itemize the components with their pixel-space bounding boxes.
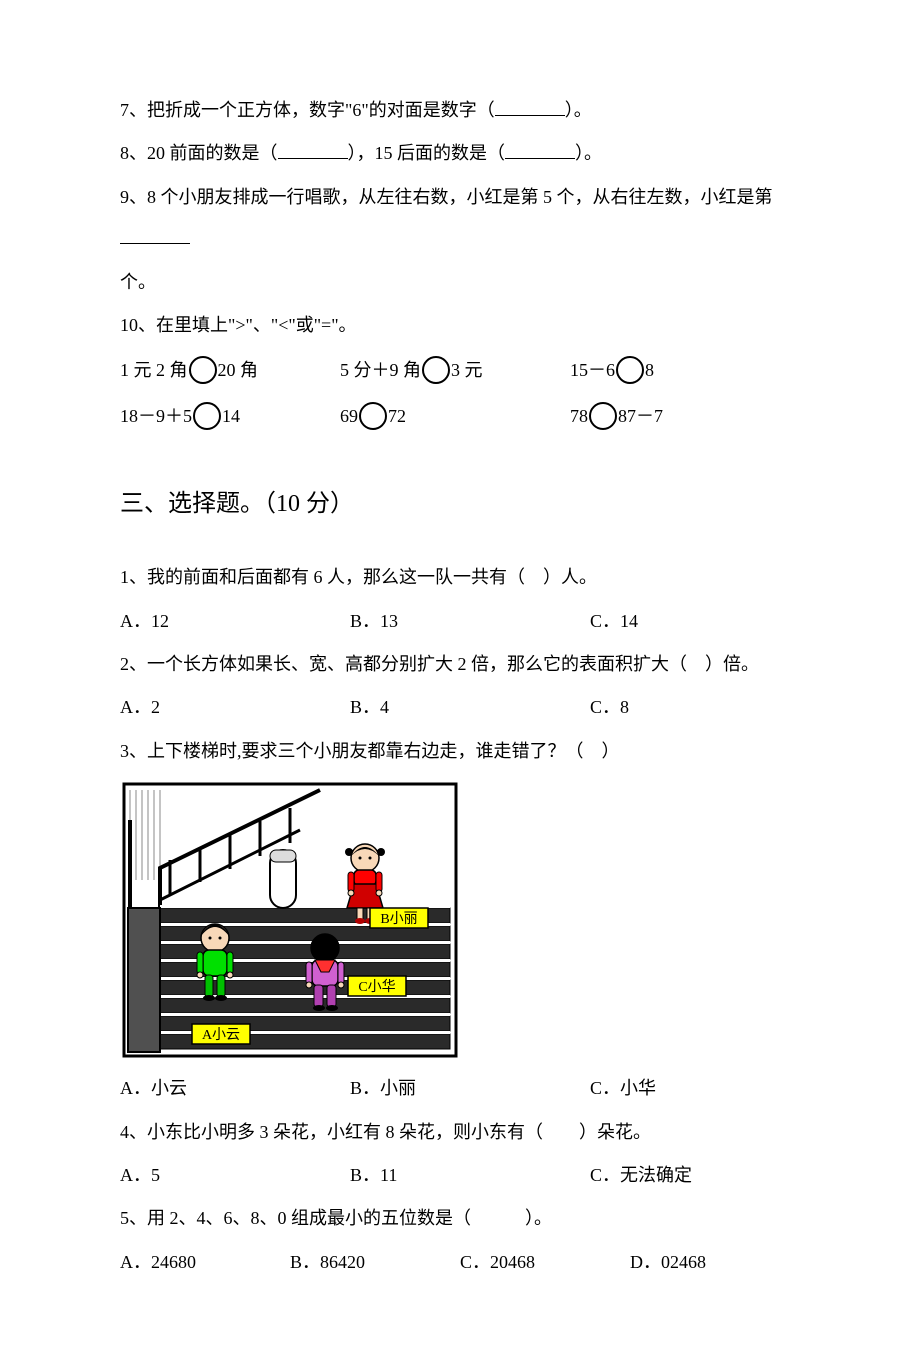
q7-text-b: ）。: [565, 100, 592, 120]
q8-text-a: 8、20 前面的数是（: [120, 143, 278, 163]
fill-q9: 9、8 个小朋友排成一行唱歌，从左往右数，小红是第 5 个，从右往左数，小红是第: [120, 177, 800, 260]
q10-intro-text: 10、在里填上">"、"<"或"="。: [120, 315, 357, 335]
q10-r2-b: 69 72: [340, 396, 570, 437]
q10-r1-c: 15－6 8: [570, 350, 770, 391]
q3-option-a[interactable]: A．小云: [120, 1068, 350, 1109]
compare-circle[interactable]: [193, 402, 221, 430]
q1-option-a[interactable]: A．12: [120, 601, 350, 642]
q4-option-c[interactable]: C．无法确定: [590, 1155, 790, 1196]
q3-option-c[interactable]: C．小华: [590, 1068, 790, 1109]
q8-blank-1[interactable]: [278, 140, 348, 159]
stairs-illustration: B小丽 C小华 A小云: [120, 780, 460, 1060]
choice-q2: 2、一个长方体如果长、宽、高都分别扩大 2 倍，那么它的表面积扩大（ ）倍。: [120, 644, 800, 685]
q10-r1-c-right: 8: [645, 360, 654, 380]
q9-text-b: 个。: [120, 272, 156, 292]
q8-blank-2[interactable]: [505, 140, 575, 159]
section3-title: 三、选择题。（10 分）: [120, 477, 800, 532]
q5-option-b[interactable]: B．86420: [290, 1242, 460, 1283]
q4-option-b[interactable]: B．11: [350, 1155, 590, 1196]
svg-text:A小云: A小云: [202, 1027, 240, 1043]
q10-r1-b-left: 5 分＋9 角: [340, 360, 421, 380]
q10-r1-b-right: 3 元: [451, 360, 483, 380]
q5-option-a[interactable]: A．24680: [120, 1242, 290, 1283]
q7-blank[interactable]: [495, 97, 565, 116]
q10-r2-c-right: 87－7: [618, 406, 663, 426]
q10-r2-c-left: 78: [570, 406, 588, 426]
choice-q4-options: A．5 B．11 C．无法确定: [120, 1155, 800, 1196]
q10-row1: 1 元 2 角 20 角 5 分＋9 角 3 元 15－6 8: [120, 350, 800, 391]
fill-q7: 7、把折成一个正方体，数字"6"的对面是数字（ ）。: [120, 90, 800, 131]
q5-option-d[interactable]: D．02468: [630, 1242, 780, 1283]
q4-option-a[interactable]: A．5: [120, 1155, 350, 1196]
q10-row2: 18－9＋5 14 69 72 78 87－7: [120, 396, 800, 437]
q10-r2-b-left: 69: [340, 406, 358, 426]
q2-option-c[interactable]: C．8: [590, 687, 790, 728]
choice-q4: 4、小东比小明多 3 朵花，小红有 8 朵花，则小东有（ ）朵花。: [120, 1112, 800, 1153]
q10-r2-a-left: 18－9＋5: [120, 406, 192, 426]
q10-r1-a-left: 1 元 2 角: [120, 360, 188, 380]
choice-q3: 3、上下楼梯时,要求三个小朋友都靠右边走，谁走错了？（ ）: [120, 731, 800, 772]
q9-text-a: 9、8 个小朋友排成一行唱歌，从左往右数，小红是第 5 个，从右往左数，小红是第: [120, 187, 773, 207]
q8-text-c: ）。: [575, 143, 602, 163]
q10-r2-a: 18－9＋5 14: [120, 396, 340, 437]
fill-q9-line2: 个。: [120, 262, 800, 303]
compare-circle[interactable]: [589, 402, 617, 430]
compare-circle[interactable]: [422, 356, 450, 384]
svg-text:C小华: C小华: [358, 979, 395, 995]
compare-circle[interactable]: [189, 356, 217, 384]
svg-text:B小丽: B小丽: [380, 911, 417, 927]
q10-r1-c-left: 15－6: [570, 360, 615, 380]
q10-r2-c: 78 87－7: [570, 396, 770, 437]
q10-r2-b-right: 72: [388, 406, 406, 426]
q7-text-a: 7、把折成一个正方体，数字"6"的对面是数字（: [120, 100, 495, 120]
choice-q1: 1、我的前面和后面都有 6 人，那么这一队一共有（ ）人。: [120, 557, 800, 598]
choice-q2-options: A．2 B．4 C．8: [120, 687, 800, 728]
compare-circle[interactable]: [616, 356, 644, 384]
choice-q1-options: A．12 B．13 C．14: [120, 601, 800, 642]
fill-q8: 8、20 前面的数是（ ），15 后面的数是（ ）。: [120, 133, 800, 174]
q9-blank[interactable]: [120, 225, 190, 244]
q8-text-b: ），15 后面的数是（: [348, 143, 506, 163]
q3-option-b[interactable]: B．小丽: [350, 1068, 590, 1109]
choice-q5-options: A．24680 B．86420 C．20468 D．02468: [120, 1242, 800, 1283]
q2-option-b[interactable]: B．4: [350, 687, 590, 728]
fill-q10-intro: 10、在里填上">"、"<"或"="。: [120, 305, 800, 346]
q10-r1-a: 1 元 2 角 20 角: [120, 350, 340, 391]
q10-r1-a-right: 20 角: [218, 360, 259, 380]
choice-q3-options: A．小云 B．小丽 C．小华: [120, 1068, 800, 1109]
choice-q5: 5、用 2、4、6、8、0 组成最小的五位数是（ ）。: [120, 1198, 800, 1239]
compare-circle[interactable]: [359, 402, 387, 430]
q2-option-a[interactable]: A．2: [120, 687, 350, 728]
q10-r2-a-right: 14: [222, 406, 240, 426]
stairs-image: B小丽 C小华 A小云: [120, 780, 800, 1060]
q1-option-b[interactable]: B．13: [350, 601, 590, 642]
q1-option-c[interactable]: C．14: [590, 601, 790, 642]
q10-r1-b: 5 分＋9 角 3 元: [340, 350, 570, 391]
q5-option-c[interactable]: C．20468: [460, 1242, 630, 1283]
